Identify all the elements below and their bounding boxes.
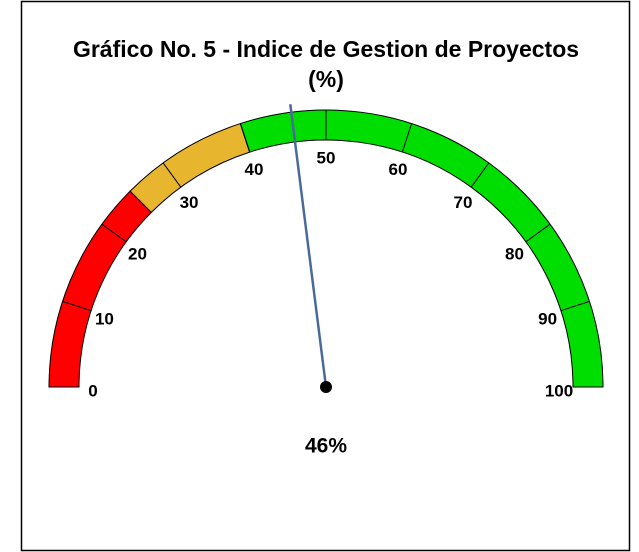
tick-mark xyxy=(239,123,251,153)
tick-label: 70 xyxy=(453,193,472,212)
tick-label: 80 xyxy=(505,245,524,264)
tick-mark xyxy=(62,300,92,312)
tick-mark xyxy=(560,300,590,312)
tick-label: 20 xyxy=(128,245,147,264)
chart-title: Gráfico No. 5 - Indice de Gestion de Pro… xyxy=(72,36,580,92)
needle-hub xyxy=(320,381,332,393)
tick-label: 60 xyxy=(389,160,408,179)
tick-label: 10 xyxy=(95,309,114,328)
tick-label: 90 xyxy=(538,309,557,328)
tick-mark xyxy=(470,162,490,188)
value-label: 46% xyxy=(305,435,347,458)
tick-mark xyxy=(162,162,182,188)
gauge: 0 10 20 30 40 50 60 70 80 90 100 46% xyxy=(48,104,604,458)
tick-mark xyxy=(101,223,127,243)
tick-label: 0 xyxy=(88,381,97,400)
tick-mark xyxy=(525,223,551,243)
frame xyxy=(20,0,631,552)
tick-label: 40 xyxy=(245,160,264,179)
tick-label: 30 xyxy=(180,193,199,212)
tick-label: 50 xyxy=(317,148,336,167)
tick-label: 100 xyxy=(545,381,573,400)
tick-mark xyxy=(401,123,413,153)
needle xyxy=(289,104,328,388)
